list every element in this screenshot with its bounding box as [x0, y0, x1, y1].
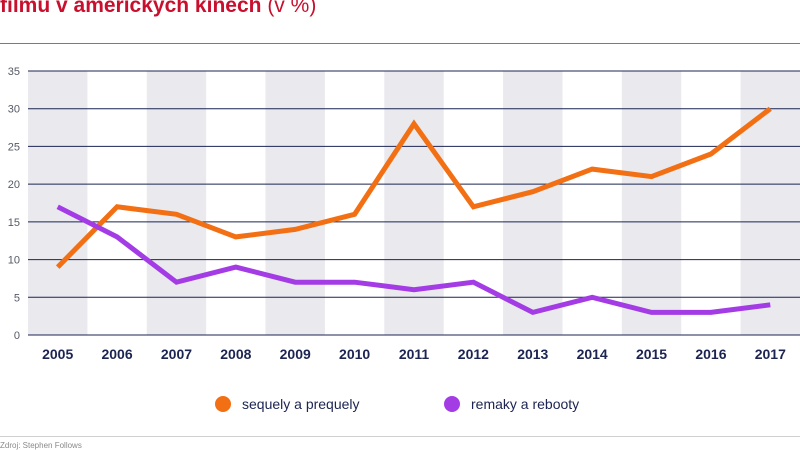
y-axis-ticks: 0 5 10 15 20 25 30 35	[8, 66, 20, 342]
y-tick-label: 30	[8, 104, 20, 116]
column-bands	[28, 71, 800, 335]
x-tick-label: 2014	[577, 346, 608, 362]
y-tick-label: 0	[14, 330, 20, 342]
x-axis-ticks: 2005 2006 2007 2008 2009 2010 2011 2012 2013 2014…	[42, 346, 786, 362]
legend-label-2: remaky a rebooty	[471, 396, 579, 412]
y-tick-label: 5	[14, 292, 20, 304]
legend-label-1: sequely a prequely	[242, 396, 360, 412]
gridlines	[28, 70, 800, 336]
source-note: Zdroj: Stephen Follows	[0, 441, 82, 450]
x-tick-label: 2016	[695, 346, 726, 362]
x-tick-label: 2008	[220, 346, 251, 362]
column-band	[265, 71, 325, 335]
x-tick-label: 2010	[339, 346, 370, 362]
x-tick-label: 2015	[636, 346, 667, 362]
legend-marker-2	[444, 396, 460, 412]
x-tick-label: 2007	[161, 346, 192, 362]
x-tick-label: 2017	[755, 346, 786, 362]
chart-title-unit: (v %)	[267, 0, 317, 17]
y-tick-label: 25	[8, 141, 20, 153]
y-tick-label: 35	[8, 66, 20, 78]
x-tick-label: 2005	[42, 346, 73, 362]
x-tick-label: 2011	[399, 346, 430, 362]
x-tick-label: 2006	[101, 346, 132, 362]
x-tick-label: 2009	[280, 346, 311, 362]
column-band	[740, 71, 800, 335]
column-band	[503, 71, 563, 335]
column-band	[28, 71, 88, 335]
series-lines	[55, 106, 772, 316]
legend: sequely a prequely remaky a rebooty	[215, 396, 579, 412]
column-band	[621, 71, 682, 335]
x-tick-label: 2013	[517, 346, 548, 362]
column-band	[384, 71, 444, 335]
x-tick-label: 2012	[458, 346, 489, 362]
legend-marker-1	[215, 396, 231, 412]
chart-title: filmů v amerických kinech (v %)	[0, 0, 316, 18]
y-tick-label: 15	[8, 217, 20, 229]
footer-divider	[0, 436, 800, 437]
series-line-1	[55, 106, 772, 269]
y-tick-label: 10	[8, 255, 20, 267]
title-divider	[0, 43, 800, 44]
column-band	[146, 71, 207, 335]
series-line-2	[56, 204, 771, 316]
chart-title-main: filmů v amerických kinech	[0, 0, 262, 17]
y-tick-label: 20	[8, 179, 20, 191]
